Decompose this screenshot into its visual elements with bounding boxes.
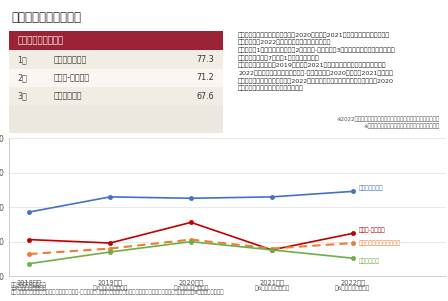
Text: セイコーマート: セイコーマート xyxy=(358,186,383,191)
Text: 77.3: 77.3 xyxy=(197,55,215,64)
Text: コンビニエンスストア業種は、2020年度から2021年度にかけてスコアが低下
しましたが、2022年度はスコアが上昇しました。
　順位は、1位セイコーマート、2: コンビニエンスストア業種は、2020年度から2021年度にかけてスコアが低下 し… xyxy=(238,32,396,91)
Text: 3位: 3位 xyxy=(17,92,27,101)
Text: 2021年度: 2021年度 xyxy=(259,280,284,287)
Text: ミニストップ: ミニストップ xyxy=(358,259,379,264)
Text: 67.6: 67.6 xyxy=(197,92,215,101)
Text: ミニストップ: ミニストップ xyxy=(54,92,82,101)
Text: 【調査企業・ブランド】
　ランキング対象　：セイコーマート、セブン-イレブン、デイリーヤマザキ、ファミリーマート、ミニストップ、ローソン（8社面・ブランド）: 【調査企業・ブランド】 ランキング対象 ：セイコーマート、セブン-イレブン、デイ… xyxy=(11,282,224,295)
Text: 71.2: 71.2 xyxy=(197,73,215,82)
Text: セブン-イレブン: セブン-イレブン xyxy=(54,73,90,82)
Text: ※2022年度に顧客満足度スコア上位となった企業のみ掲載を表示
※平均にはランキング対象外調査企業の結果も含む: ※2022年度に顧客満足度スコア上位となった企業のみ掲載を表示 ※平均にはランキ… xyxy=(336,117,439,129)
Text: 2018年度: 2018年度 xyxy=(17,280,42,287)
Text: 2位: 2位 xyxy=(17,73,27,82)
Text: （6企業・ブランド）: （6企業・ブランド） xyxy=(254,285,289,291)
Bar xyxy=(9,50,223,69)
Bar xyxy=(9,69,223,87)
Text: 2019年度: 2019年度 xyxy=(98,280,122,287)
Text: （7企業・ブランド）: （7企業・ブランド） xyxy=(92,285,128,291)
Text: 2020年度: 2020年度 xyxy=(178,280,203,287)
Text: （6企業・ブランド）: （6企業・ブランド） xyxy=(335,285,370,291)
Text: （7企業・ブランド）: （7企業・ブランド） xyxy=(173,285,209,291)
Bar xyxy=(9,87,223,105)
Text: コンビニエンスストア: コンビニエンスストア xyxy=(11,11,81,24)
Text: セイコーマート: セイコーマート xyxy=(54,55,87,64)
Bar xyxy=(9,105,223,133)
Text: セブン-イレブン: セブン-イレブン xyxy=(358,228,385,234)
Text: コンビニエンスストア平均: コンビニエンスストア平均 xyxy=(358,240,401,246)
Bar xyxy=(9,31,223,50)
Text: （7企業・ブランド）: （7企業・ブランド） xyxy=(12,285,47,291)
Text: 1位: 1位 xyxy=(17,55,27,64)
Text: 2022年度: 2022年度 xyxy=(340,280,365,287)
Text: 顧客満足スコア上位: 顧客満足スコア上位 xyxy=(17,36,64,45)
